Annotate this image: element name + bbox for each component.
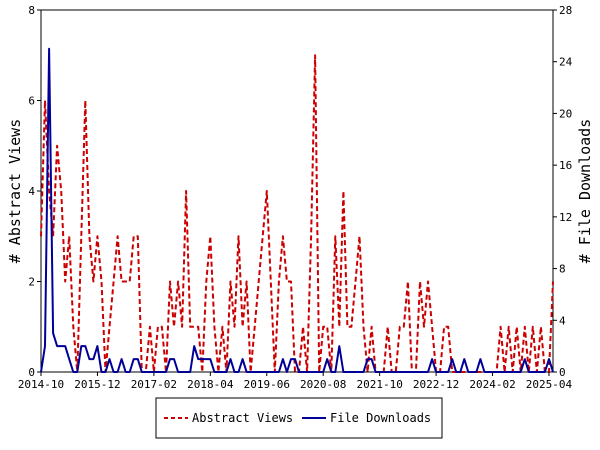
right-y-axis: 0 4 8 12 16 20 24 28 — [553, 4, 573, 379]
x-axis: 2014-10 2015-12 2017-02 2018-04 2019-06 2020-… — [18, 372, 573, 391]
right-tick-label: 12 — [559, 211, 572, 224]
left-tick-label: 2 — [28, 276, 35, 289]
legend-box — [155, 397, 443, 439]
x-tick-label: 2019-06 — [244, 378, 290, 391]
x-tick-label: 2015-12 — [74, 378, 120, 391]
right-tick-label: 16 — [559, 159, 572, 172]
right-tick-label: 0 — [559, 366, 566, 379]
x-tick-label: 2025-04 — [526, 378, 573, 391]
right-tick-label: 20 — [559, 107, 572, 120]
right-tick-label: 28 — [559, 4, 572, 17]
legend-label-abstract-views: Abstract Views — [192, 411, 293, 425]
plot-border — [40, 9, 554, 373]
right-tick-label: 4 — [559, 314, 566, 327]
x-tick-label: 2018-04 — [187, 378, 234, 391]
series-lines — [40, 47, 554, 373]
left-tick-label: 6 — [28, 95, 35, 108]
right-tick-label: 24 — [559, 56, 573, 69]
legend: Abstract Views File Downloads — [155, 397, 443, 439]
x-tick-label: 2020-08 — [300, 378, 346, 391]
right-tick-label: 8 — [559, 263, 566, 276]
series-line-file-downloads — [40, 47, 554, 373]
left-tick-label: 4 — [28, 185, 35, 198]
x-tick-label: 2014-10 — [18, 378, 64, 391]
left-tick-label: 0 — [28, 366, 35, 379]
left-y-axis: 0 2 4 6 8 — [28, 4, 41, 379]
x-tick-label: 2022-12 — [413, 378, 459, 391]
x-tick-label: 2021-10 — [356, 378, 402, 391]
series-line-abstract-views — [40, 54, 554, 373]
left-axis-title: # Abstract Views — [6, 119, 24, 264]
x-tick-label: 2017-02 — [131, 378, 177, 391]
x-tick-label: 2024-02 — [469, 378, 515, 391]
legend-label-file-downloads: File Downloads — [330, 411, 431, 425]
right-axis-title: # File Downloads — [576, 119, 594, 264]
left-tick-label: 8 — [28, 4, 35, 17]
plot-frame — [40, 9, 554, 373]
